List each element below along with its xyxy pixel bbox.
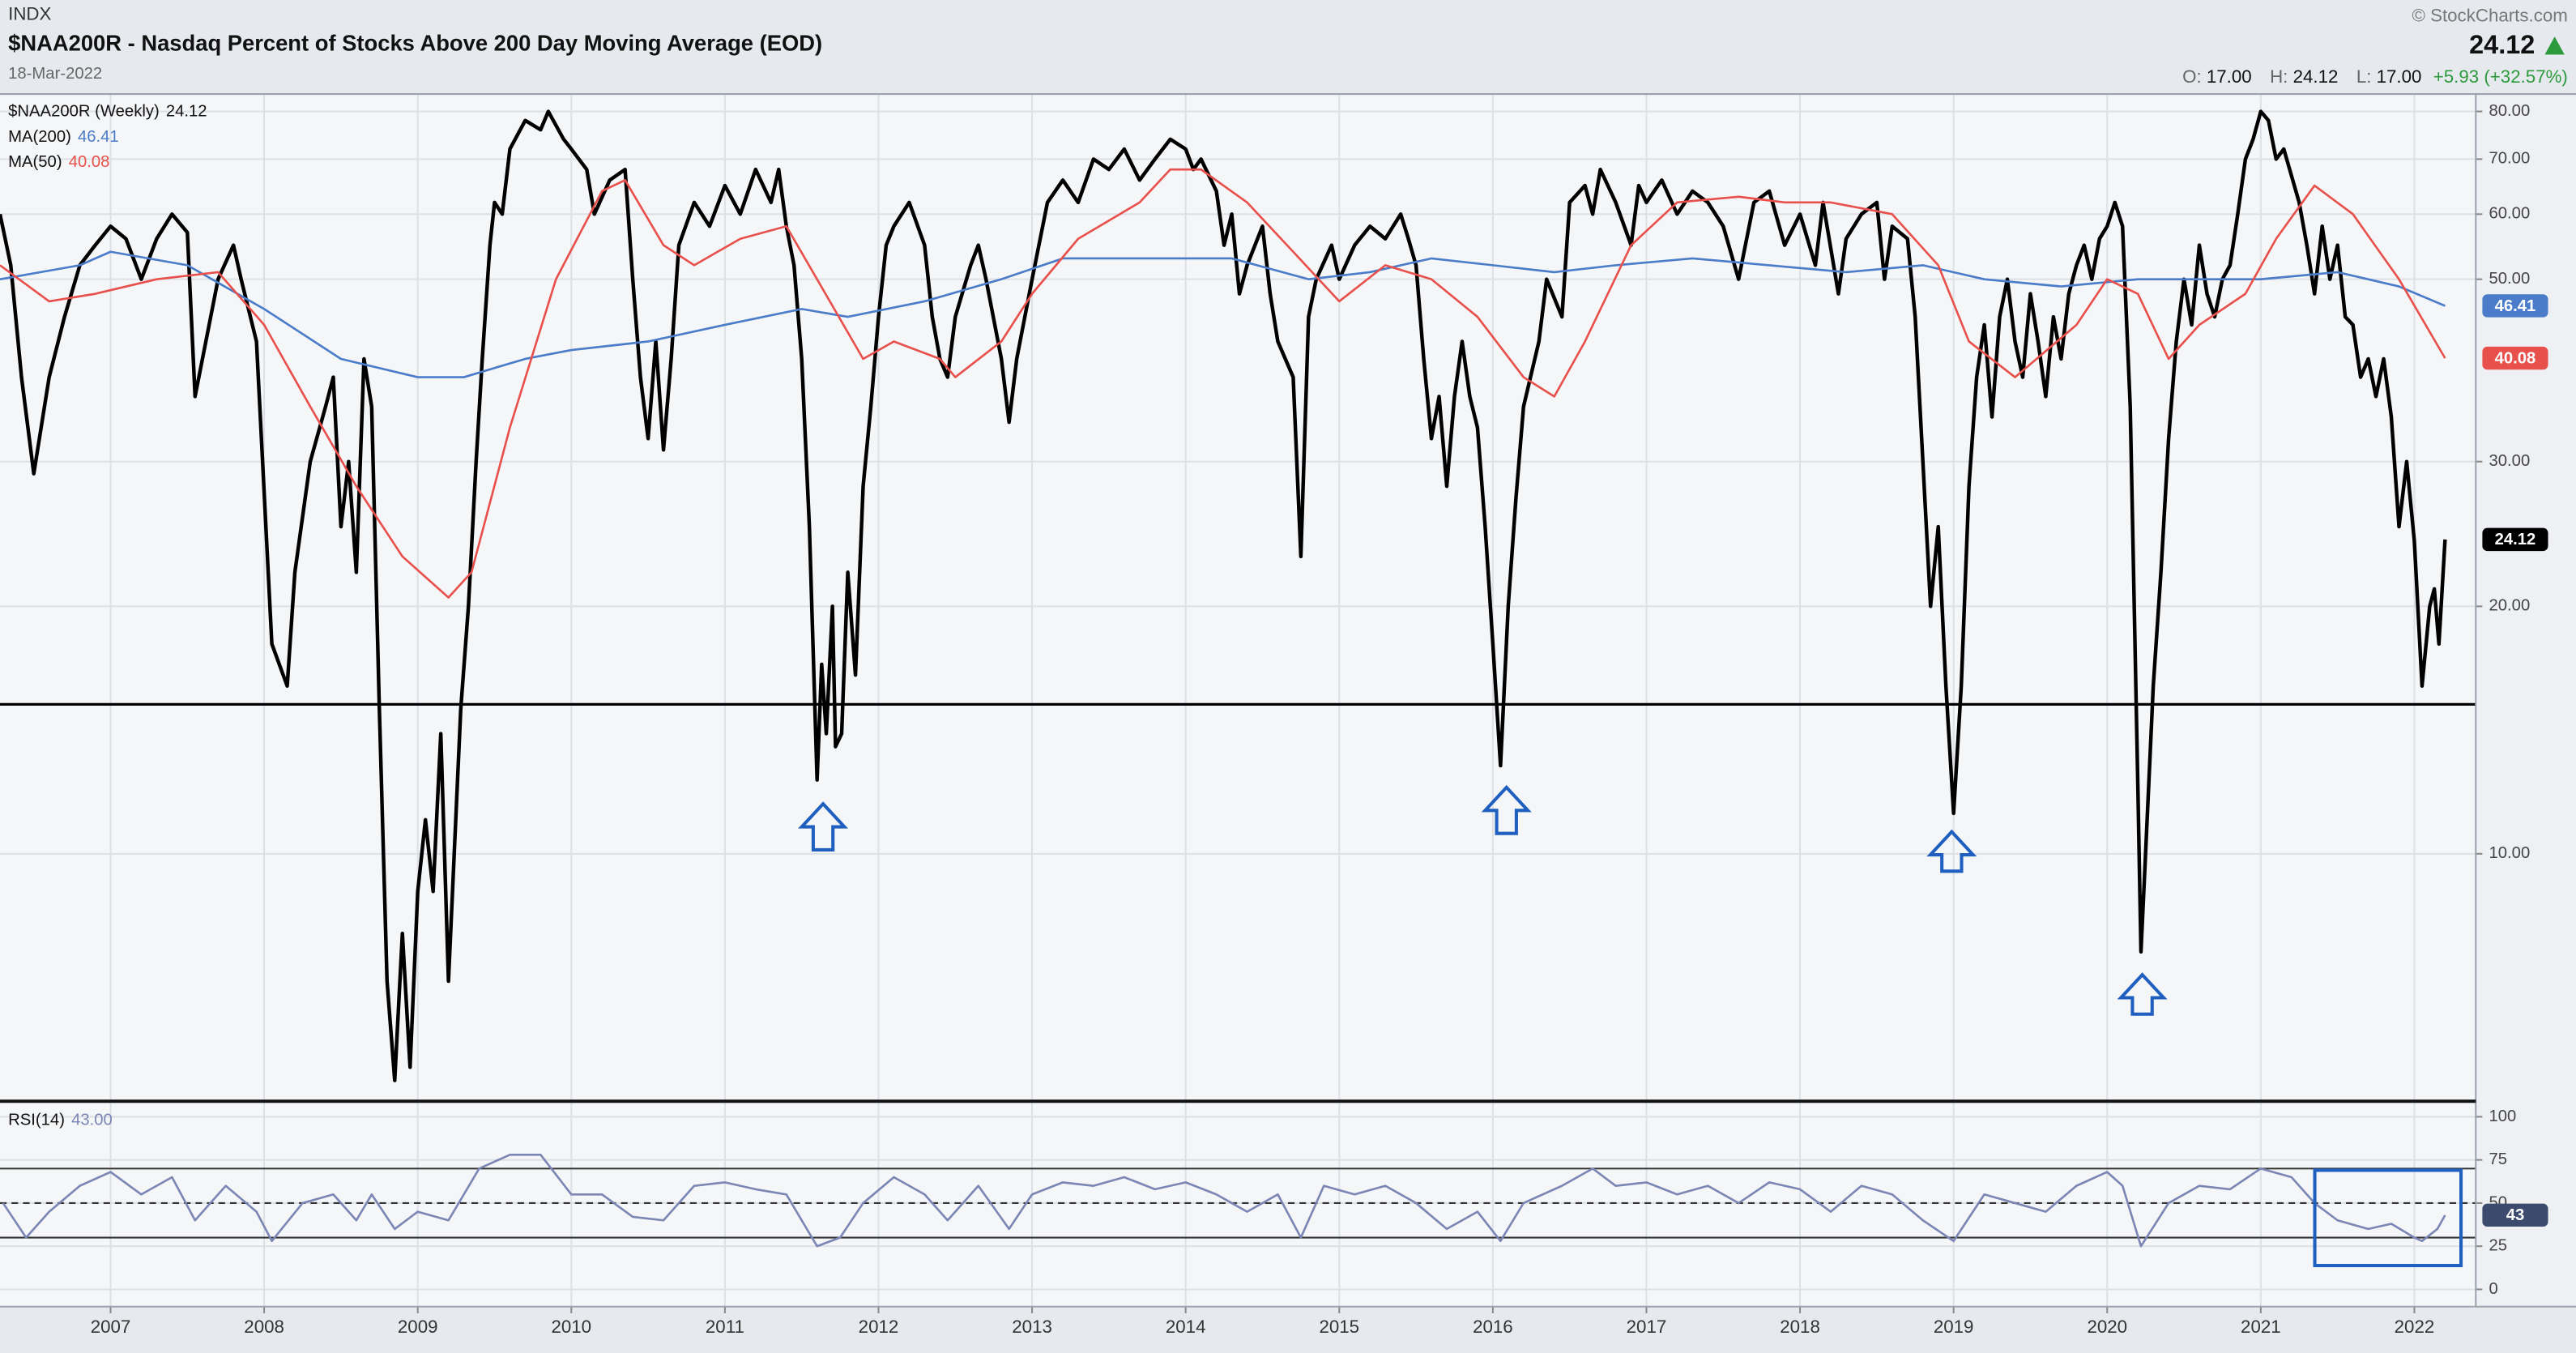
arrow: [1926, 829, 1977, 873]
up-triangle: [2544, 36, 2565, 55]
y-tick-label: 60.00: [2489, 205, 2531, 223]
x-tick-label: 2014: [1166, 1317, 1206, 1337]
plot-lines: [0, 109, 2476, 1248]
x-tick-label: 2016: [1473, 1317, 1513, 1337]
exchange: INDX: [8, 4, 51, 24]
y-tick-label: 75: [2489, 1150, 2508, 1168]
legend-name: MA(200): [8, 128, 71, 146]
open-label: O:: [2182, 66, 2202, 87]
x-tick-label: 2008: [244, 1317, 284, 1337]
date: 18-Mar-2022: [8, 65, 102, 83]
legend-entry: MA(50) 40.08: [8, 154, 109, 172]
legend-name: RSI(14): [8, 1112, 65, 1129]
value-tag-label: 46.41: [2495, 297, 2536, 315]
copyright: © StockCharts.com: [2412, 6, 2567, 26]
x-tick-label: 2010: [551, 1317, 591, 1337]
series-line: [2, 1153, 2446, 1248]
x-tick-label: 2020: [2087, 1317, 2127, 1337]
x-tick-label: 2018: [1780, 1317, 1820, 1337]
y-tick-label: 50.00: [2489, 270, 2531, 288]
highlight-box: [2313, 1168, 2463, 1268]
value-tag: [2482, 294, 2548, 318]
y-tick-label: 10.00: [2489, 844, 2531, 862]
title: $NAA200R - Nasdaq Percent of Stocks Abov…: [8, 30, 822, 55]
value-tag: [2482, 1203, 2548, 1227]
last-price: 24.12: [2469, 30, 2535, 59]
legend-value: 24.12: [166, 103, 207, 121]
legend-name: $NAA200R (Weekly): [8, 103, 160, 121]
legend-value: 40.08: [69, 154, 110, 172]
open: 17.00: [2207, 66, 2252, 87]
y-tick-label: 80.00: [2489, 102, 2531, 120]
legend-entry: $NAA200R (Weekly) 24.12: [8, 103, 207, 121]
x-tick-label: 2009: [398, 1317, 438, 1337]
legend-entry: MA(200) 46.41: [8, 128, 119, 146]
legend-entry: RSI(14) 43.00: [8, 1112, 113, 1129]
high-label: H:: [2270, 66, 2288, 87]
value-tag: [2482, 527, 2548, 552]
y-tick-label: 20.00: [2489, 597, 2531, 615]
arrow: [1481, 784, 1532, 835]
high: 24.12: [2293, 66, 2339, 87]
legend-value: 43.00: [71, 1112, 113, 1129]
x-tick-label: 2013: [1012, 1317, 1052, 1337]
y-tick-label: 100: [2489, 1108, 2517, 1125]
x-tick-label: 2022: [2395, 1317, 2435, 1337]
x-tick-label: 2017: [1627, 1317, 1667, 1337]
y-tick-label: 0: [2489, 1280, 2498, 1298]
overlay: $NAA200R (Weekly) 24.12 24.12 MA(200) 46.41 4…: [8, 103, 2548, 1337]
y-tick-label: 25: [2489, 1237, 2508, 1255]
plot-area: [0, 94, 2476, 1307]
value-tag-label: 24.12: [2495, 531, 2536, 548]
x-tick-label: 2019: [1934, 1317, 1974, 1337]
x-tick-label: 2012: [859, 1317, 899, 1337]
ohlc: O: 17.00 H: 24.12 L: 17.00 +5.93 (+32.57…: [2182, 66, 2568, 87]
value-tag-label: 40.08: [2495, 349, 2536, 367]
low: 17.00: [2377, 66, 2422, 87]
grid: 10.0020.0030.0050.0060.0070.0080.0002550…: [0, 94, 2530, 1313]
arrow: [798, 801, 849, 851]
value-tag-label: 43: [2506, 1206, 2525, 1224]
value-tag: [2482, 346, 2548, 370]
series-line: [0, 168, 2446, 599]
legend-value: 46.41: [78, 128, 119, 146]
y-tick-label: 30.00: [2489, 452, 2531, 470]
x-tick-label: 2021: [2241, 1317, 2281, 1337]
x-tick-label: 2015: [1319, 1317, 1359, 1337]
arrow: [2117, 972, 2168, 1016]
series-line: [0, 109, 2447, 1082]
legend-name: MA(50): [8, 154, 62, 172]
change: +5.93 (+32.57%): [2433, 66, 2568, 87]
low-label: L:: [2356, 66, 2372, 87]
y-tick-label: 70.00: [2489, 150, 2531, 168]
annotations: [798, 784, 2463, 1268]
series-line: [0, 250, 2446, 378]
x-tick-label: 2011: [706, 1317, 744, 1337]
x-tick-label: 2007: [91, 1317, 131, 1337]
